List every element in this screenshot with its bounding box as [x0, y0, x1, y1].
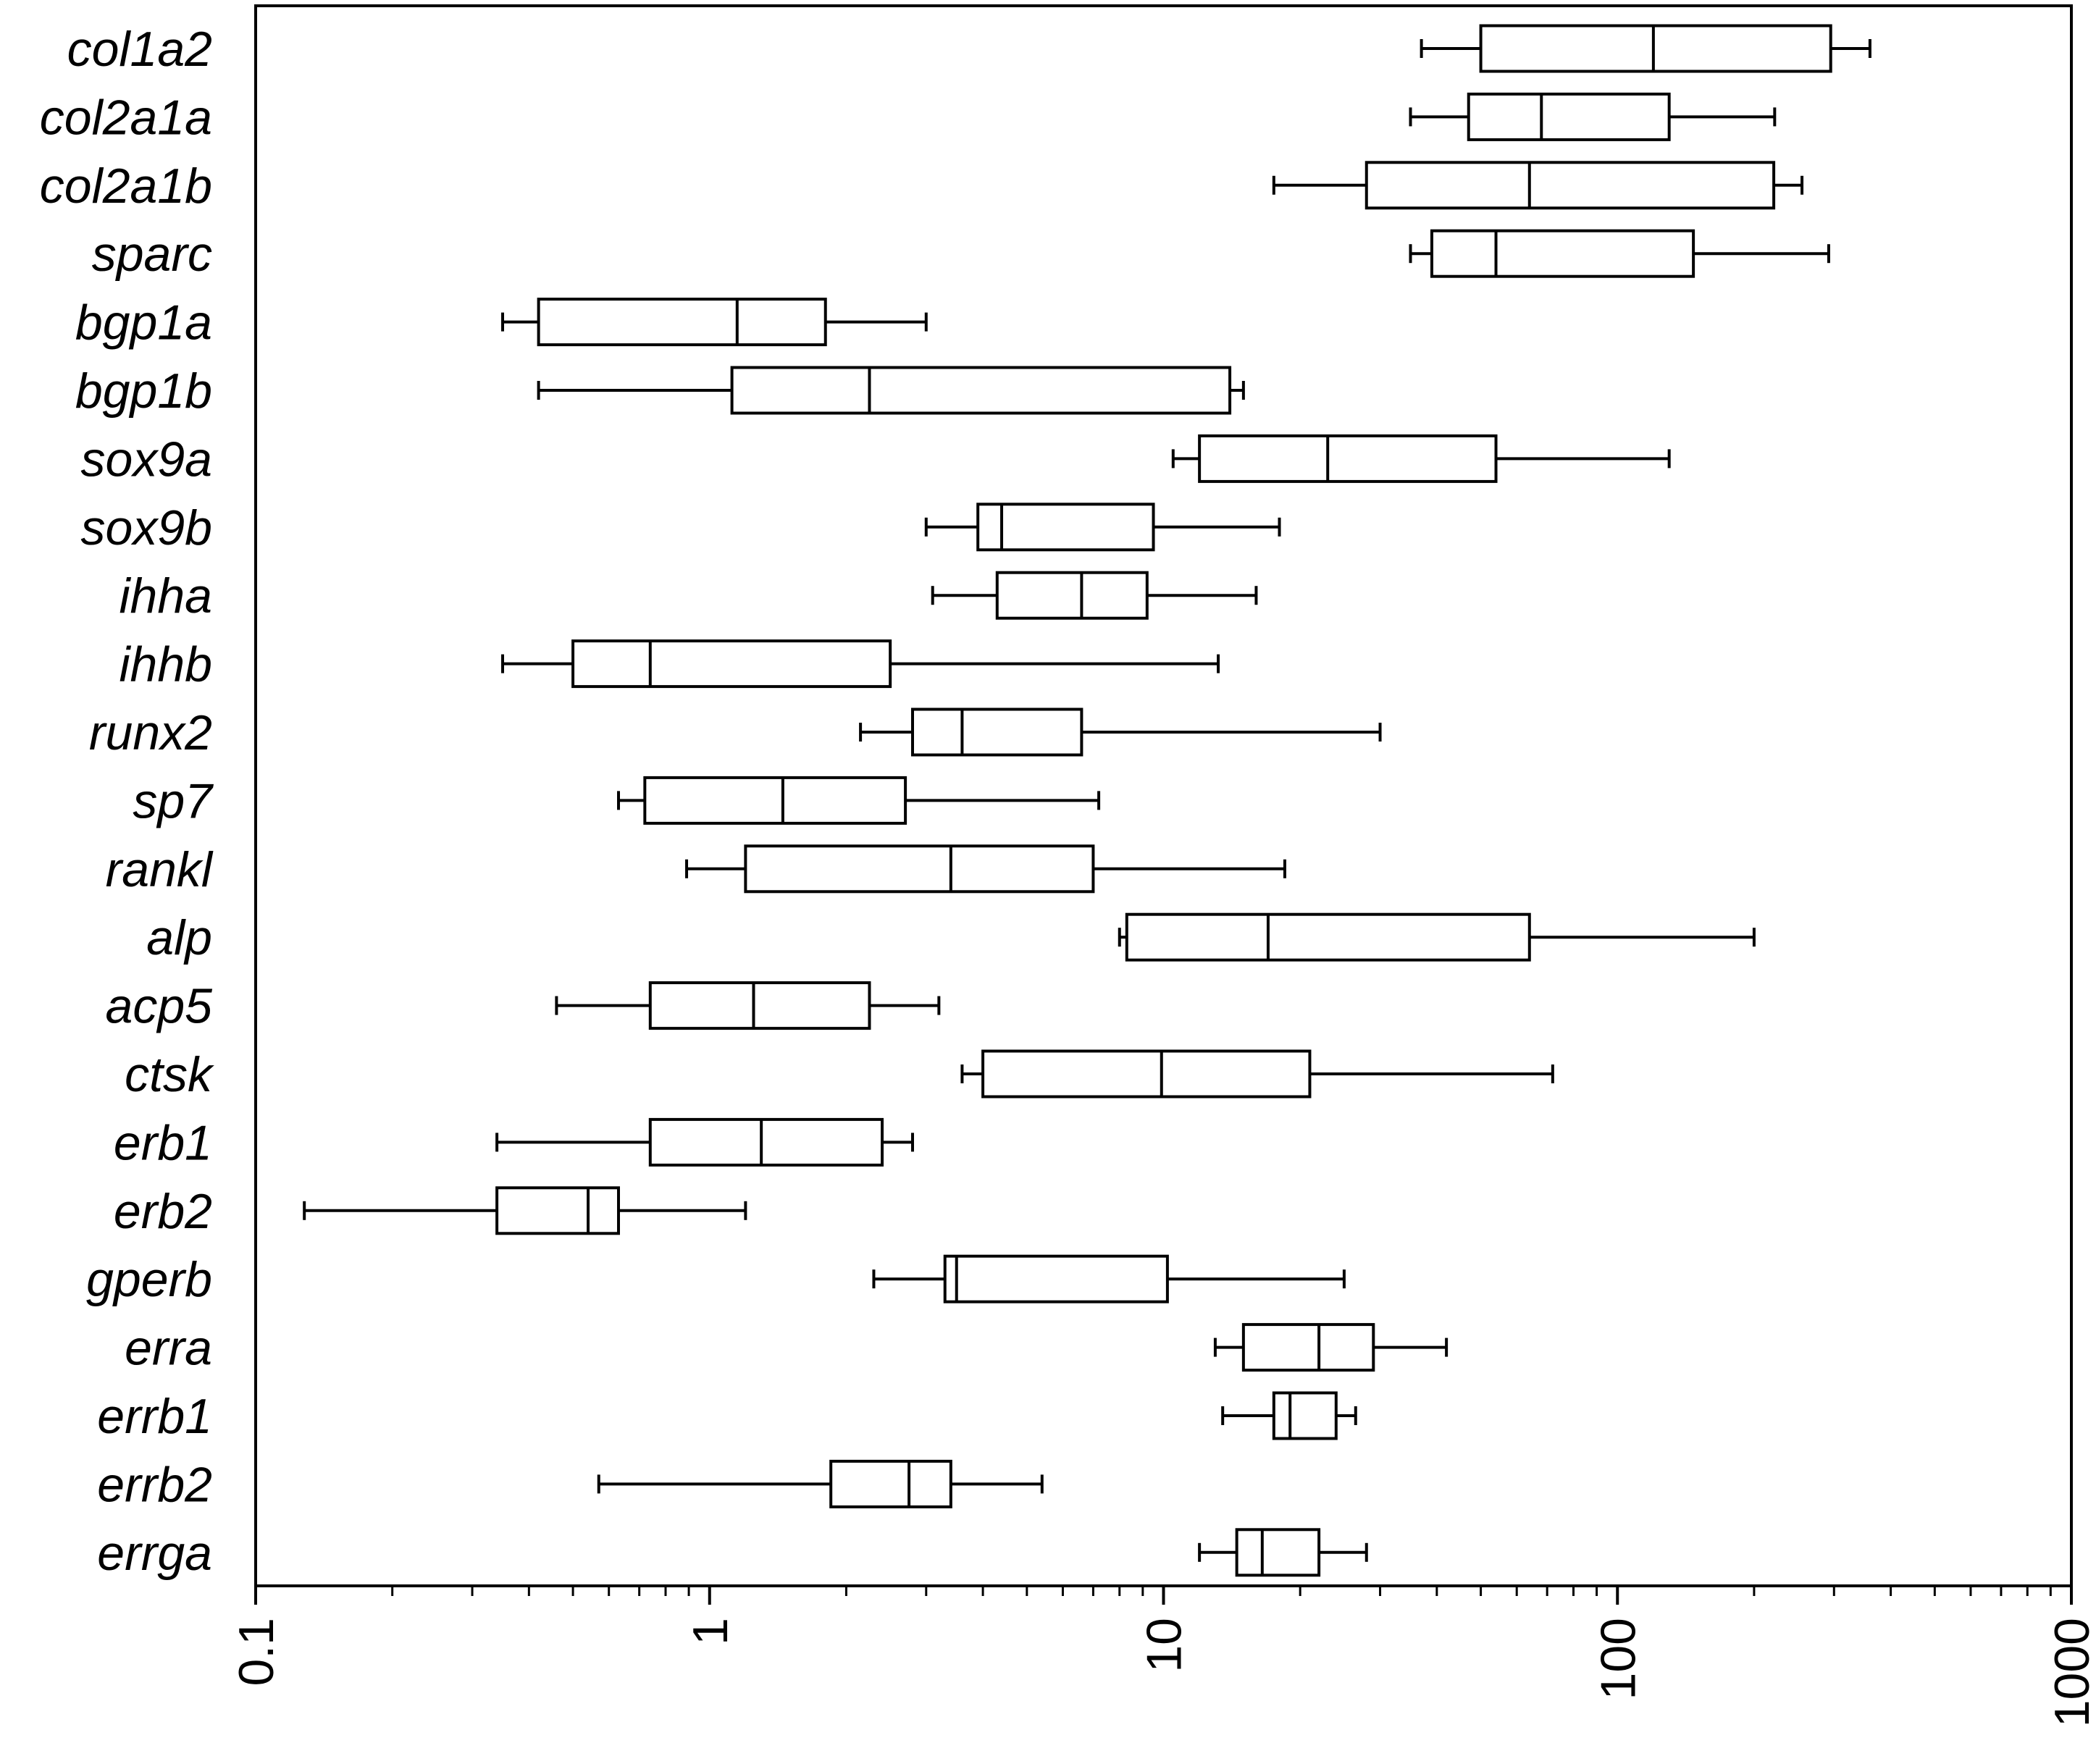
x-tick-label: 1 [683, 1618, 738, 1645]
category-labels: col1a2 col2a1a col2a1b sparc bgp1a bgp1b sox9a… [40, 22, 214, 1581]
box-ihha [931, 571, 1258, 620]
box-ctsk [960, 1049, 1554, 1099]
box-gperb [872, 1254, 1346, 1303]
category-label-gperb: gperb [86, 1252, 212, 1307]
x-tick-label: 0.1 [229, 1618, 284, 1687]
box-errga [1198, 1528, 1368, 1577]
box-iqr [976, 503, 1155, 552]
x-tick-label: 10 [1137, 1618, 1192, 1673]
category-label-bgp1b: bgp1b [75, 364, 212, 419]
category-label-erra: erra [125, 1321, 212, 1376]
box-iqr [981, 1049, 1312, 1099]
box-iqr [571, 639, 892, 689]
box-col1a2 [1420, 24, 1871, 73]
x-tick-label: 1000 [2045, 1618, 2096, 1727]
category-label-sp7: sp7 [133, 773, 214, 828]
box-iqr [1479, 24, 1832, 73]
box-iqr [995, 571, 1149, 620]
box-iqr [911, 707, 1083, 757]
plot-frame [254, 4, 2073, 1587]
category-label-sox9a: sox9a [81, 432, 212, 487]
box-erb2 [303, 1186, 747, 1235]
box-iqr [1235, 1528, 1321, 1577]
category-label-errb2: errb2 [97, 1457, 212, 1512]
box-runx2 [859, 707, 1382, 757]
category-label-rankl: rankl [106, 842, 214, 897]
box-erb1 [495, 1117, 915, 1167]
category-label-runx2: runx2 [89, 705, 212, 760]
box-errb1 [1221, 1391, 1357, 1440]
category-label-sparc: sparc [92, 227, 212, 282]
box-iqr [495, 1186, 620, 1235]
box-bgp1b [537, 366, 1245, 415]
box-alp [1118, 912, 1756, 962]
box-iqr [648, 1117, 884, 1167]
category-label-sox9b: sox9b [81, 500, 212, 555]
box-iqr [829, 1459, 952, 1508]
box-iqr [943, 1254, 1169, 1303]
box-sparc [1409, 229, 1830, 278]
category-label-errga: errga [97, 1526, 212, 1581]
category-label-ihhb: ihhb [119, 637, 212, 692]
box-iqr [1365, 161, 1776, 210]
category-label-erb1: erb1 [114, 1115, 212, 1170]
box-iqr [730, 366, 1232, 415]
box-iqr [1125, 912, 1531, 962]
x-tick-label: 100 [1590, 1618, 1646, 1700]
box-iqr [1430, 229, 1695, 278]
category-label-col2a1a: col2a1a [40, 90, 212, 145]
category-label-errb1: errb1 [97, 1389, 212, 1444]
box-errb2 [597, 1459, 1044, 1508]
category-label-col1a2: col1a2 [67, 22, 212, 77]
box-col2a1a [1409, 92, 1777, 141]
category-label-col2a1b: col2a1b [40, 159, 212, 214]
box-iqr [537, 298, 827, 347]
category-label-erb2: erb2 [114, 1184, 212, 1239]
box-acp5 [555, 981, 941, 1030]
box-iqr [744, 844, 1095, 894]
box-col2a1b [1272, 161, 1804, 210]
box-sp7 [616, 776, 1101, 825]
box-rankl [685, 844, 1286, 894]
category-label-ihha: ihha [119, 568, 212, 623]
box-sox9b [924, 503, 1281, 552]
category-label-bgp1a: bgp1a [75, 295, 212, 350]
box-iqr [1467, 92, 1671, 141]
category-label-alp: alp [146, 910, 212, 965]
box-ihhb [500, 639, 1220, 689]
box-erra [1213, 1323, 1449, 1372]
box-sox9a [1171, 434, 1671, 483]
category-label-acp5: acp5 [106, 979, 213, 1034]
box-iqr [643, 776, 907, 825]
boxes-layer [303, 24, 1871, 1577]
box-bgp1a [500, 298, 928, 347]
box-iqr [648, 981, 871, 1030]
x-axis: 0.1 1 10 100 1000 [229, 1586, 2096, 1727]
box-iqr [1198, 434, 1498, 483]
box-iqr [1241, 1323, 1375, 1372]
category-label-ctsk: ctsk [125, 1047, 214, 1102]
box-iqr [1272, 1391, 1338, 1440]
